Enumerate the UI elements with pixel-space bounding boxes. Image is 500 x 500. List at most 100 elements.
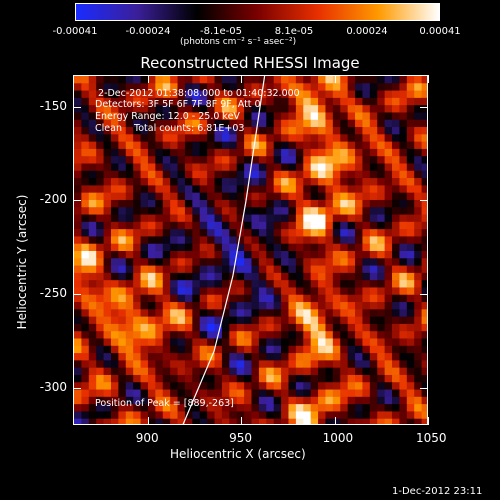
heatmap-cell bbox=[288, 396, 297, 405]
heatmap-cell bbox=[406, 178, 415, 186]
heatmap-cell bbox=[162, 287, 171, 296]
heatmap-cell bbox=[88, 83, 97, 92]
heatmap-cell bbox=[177, 338, 186, 347]
heatmap-cell bbox=[281, 323, 290, 332]
heatmap-cell bbox=[147, 214, 156, 223]
heatmap-cell bbox=[88, 353, 97, 361]
heatmap-cell bbox=[288, 309, 297, 318]
heatmap-cell bbox=[347, 192, 356, 201]
heatmap-cell bbox=[236, 76, 245, 84]
heatmap-cell bbox=[369, 192, 378, 201]
heatmap-cell bbox=[162, 258, 171, 267]
heatmap-cell bbox=[362, 192, 371, 201]
heatmap-cell bbox=[199, 97, 208, 106]
heatmap-cell bbox=[362, 353, 371, 361]
heatmap-cell bbox=[81, 105, 90, 114]
heatmap-cell bbox=[355, 280, 364, 289]
heatmap-cell bbox=[399, 404, 408, 413]
heatmap-cell bbox=[214, 287, 223, 296]
heatmap-cell bbox=[355, 353, 364, 361]
heatmap-cell bbox=[207, 360, 216, 369]
heatmap-cell bbox=[96, 272, 105, 281]
heatmap-cell bbox=[369, 302, 378, 310]
heatmap-cell bbox=[399, 367, 408, 376]
heatmap-cell bbox=[88, 251, 97, 259]
heatmap-cell bbox=[414, 353, 423, 361]
y-tick-mark bbox=[420, 200, 428, 202]
heatmap-cell bbox=[214, 97, 223, 106]
heatmap-cell bbox=[377, 119, 386, 128]
heatmap-cell bbox=[244, 382, 253, 391]
heatmap-cell bbox=[347, 170, 356, 179]
heatmap-cell bbox=[192, 396, 201, 405]
heatmap-cell bbox=[303, 156, 312, 165]
heatmap-cell bbox=[118, 192, 127, 201]
heatmap-cell bbox=[133, 374, 142, 383]
heatmap-cell bbox=[81, 367, 90, 376]
heatmap-cell bbox=[392, 236, 401, 245]
heatmap-cell bbox=[377, 345, 386, 354]
heatmap-cell bbox=[266, 185, 275, 194]
heatmap-cell bbox=[414, 302, 423, 310]
heatmap-cell bbox=[295, 90, 304, 99]
heatmap-cell bbox=[221, 105, 230, 114]
heatmap-cell bbox=[236, 119, 245, 128]
heatmap-cell bbox=[177, 83, 186, 92]
heatmap-cell bbox=[251, 316, 260, 325]
heatmap-cell bbox=[362, 83, 371, 92]
heatmap-cell bbox=[347, 148, 356, 157]
heatmap-cell bbox=[288, 243, 297, 252]
heatmap-cell bbox=[347, 258, 356, 267]
heatmap-cell bbox=[347, 243, 356, 252]
heatmap-cell bbox=[221, 265, 230, 274]
heatmap-cell bbox=[199, 287, 208, 296]
heatmap-cell bbox=[340, 192, 349, 201]
heatmap-cell bbox=[355, 134, 364, 143]
heatmap-cell bbox=[229, 148, 238, 157]
heatmap-cell bbox=[251, 338, 260, 347]
heatmap-cell bbox=[288, 207, 297, 216]
heatmap-cell bbox=[399, 251, 408, 259]
heatmap-cell bbox=[177, 353, 186, 361]
heatmap-cell bbox=[303, 265, 312, 274]
heatmap-cell bbox=[399, 382, 408, 391]
heatmap-cell bbox=[392, 141, 401, 150]
heatmap-cell bbox=[421, 418, 427, 424]
heatmap-cell bbox=[332, 192, 341, 201]
heatmap-cell bbox=[406, 119, 415, 128]
heatmap-cell bbox=[103, 382, 112, 391]
heatmap-cell bbox=[406, 316, 415, 325]
heatmap-cell bbox=[414, 294, 423, 303]
heatmap-cell bbox=[162, 294, 171, 303]
heatmap-cell bbox=[295, 141, 304, 150]
heatmap-cell bbox=[96, 367, 105, 376]
heatmap-cell bbox=[392, 192, 401, 201]
heatmap-cell bbox=[318, 119, 327, 128]
heatmap-cell bbox=[281, 243, 290, 252]
heatmap-cell bbox=[184, 243, 193, 252]
heatmap-cell bbox=[81, 345, 90, 354]
heatmap-cell bbox=[266, 170, 275, 179]
heatmap-cell bbox=[147, 199, 156, 208]
heatmap-cell bbox=[125, 389, 134, 398]
heatmap-cell bbox=[414, 272, 423, 281]
heatmap-cell bbox=[347, 127, 356, 135]
heatmap-cell bbox=[133, 316, 142, 325]
heatmap-cell bbox=[406, 148, 415, 157]
heatmap-cell bbox=[81, 229, 90, 238]
heatmap-cell bbox=[421, 214, 427, 223]
heatmap-cell bbox=[310, 353, 319, 361]
heatmap-cell bbox=[88, 112, 97, 121]
heatmap-cell bbox=[96, 243, 105, 252]
heatmap-cell bbox=[288, 229, 297, 238]
heatmap-cell bbox=[258, 404, 267, 413]
heatmap-cell bbox=[384, 418, 393, 424]
heatmap-cell bbox=[332, 287, 341, 296]
heatmap-cell bbox=[325, 338, 334, 347]
heatmap-cell bbox=[81, 170, 90, 179]
heatmap-cell bbox=[170, 389, 179, 398]
heatmap-cell bbox=[96, 280, 105, 289]
heatmap-cell bbox=[258, 389, 267, 398]
heatmap-cell bbox=[184, 90, 193, 99]
heatmap-cell bbox=[303, 396, 312, 405]
